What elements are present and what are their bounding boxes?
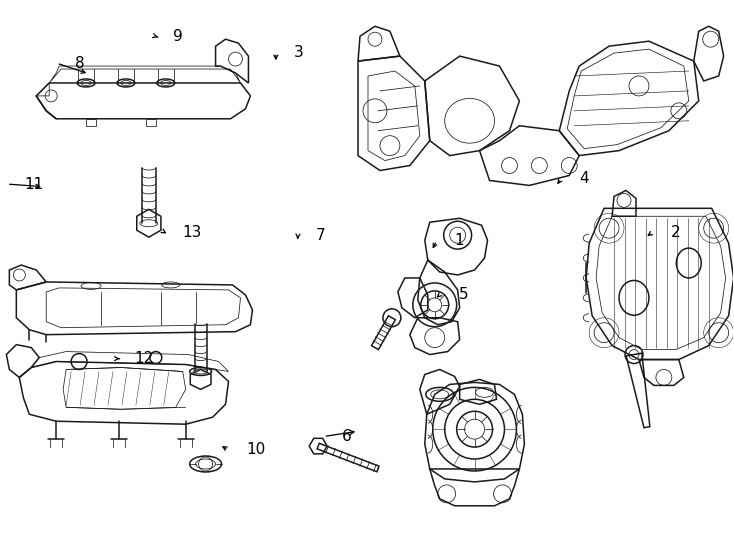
Text: 7: 7 [316,227,325,242]
Text: 5: 5 [459,287,468,302]
Text: 13: 13 [183,225,202,240]
Text: 4: 4 [579,171,589,186]
Text: 2: 2 [670,225,680,240]
Text: 12: 12 [134,351,153,366]
Text: 11: 11 [25,177,44,192]
Text: 3: 3 [294,45,304,60]
Text: 9: 9 [173,29,183,44]
Text: 6: 6 [341,429,351,444]
Text: 10: 10 [247,442,266,457]
Text: 8: 8 [75,56,84,71]
Text: 1: 1 [455,233,465,248]
